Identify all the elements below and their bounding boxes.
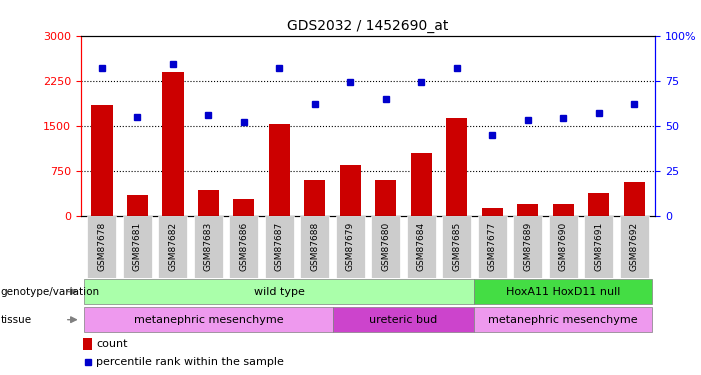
Bar [482,208,503,216]
Text: GSM87684: GSM87684 [417,222,426,271]
Bar [446,118,468,216]
Bar [304,180,325,216]
Text: metanephric mesenchyme: metanephric mesenchyme [489,315,638,325]
Bar [193,216,223,278]
Text: GSM87687: GSM87687 [275,222,284,271]
Text: genotype/variation: genotype/variation [1,286,100,297]
Bar [158,216,187,278]
Text: GSM87685: GSM87685 [452,222,461,271]
Bar [265,216,294,278]
Bar [513,216,543,278]
Text: GSM87681: GSM87681 [133,222,142,271]
Text: GSM87683: GSM87683 [204,222,213,271]
Text: GSM87692: GSM87692 [629,222,639,271]
Bar [336,216,365,278]
Text: GSM87680: GSM87680 [381,222,390,271]
Bar [83,338,92,350]
Text: GSM87688: GSM87688 [311,222,319,271]
Text: wild type: wild type [254,286,305,297]
Text: HoxA11 HoxD11 null: HoxA11 HoxD11 null [506,286,620,297]
Bar [127,195,148,216]
Text: GSM87678: GSM87678 [97,222,107,271]
Text: metanephric mesenchyme: metanephric mesenchyme [133,315,283,325]
Bar [375,180,396,216]
Bar [549,216,578,278]
Bar [411,153,432,216]
Bar [88,216,116,278]
Text: GSM87682: GSM87682 [168,222,177,271]
Bar [407,216,436,278]
Text: tissue: tissue [1,315,32,325]
Bar [91,105,113,216]
Text: GSM87691: GSM87691 [594,222,603,271]
Bar [477,216,507,278]
Bar [584,216,613,278]
Bar [620,216,648,278]
Text: GSM87690: GSM87690 [559,222,568,271]
Title: GDS2032 / 1452690_at: GDS2032 / 1452690_at [287,19,449,33]
Text: ureteric bud: ureteric bud [369,315,437,325]
Bar [552,204,574,216]
Text: count: count [97,339,128,349]
Bar [162,72,184,216]
Bar [198,190,219,216]
Bar [340,165,361,216]
Bar [442,216,471,278]
Text: percentile rank within the sample: percentile rank within the sample [97,357,285,367]
Bar [517,204,538,216]
Bar [475,307,652,332]
Bar [84,307,332,332]
Bar [300,216,329,278]
Bar [623,182,645,216]
Bar [475,279,652,304]
Text: GSM87689: GSM87689 [523,222,532,271]
Bar [332,307,475,332]
Text: GSM87679: GSM87679 [346,222,355,271]
Text: GSM87677: GSM87677 [488,222,497,271]
Bar [123,216,152,278]
Bar [372,216,400,278]
Bar [233,199,254,216]
Text: GSM87686: GSM87686 [239,222,248,271]
Bar [588,194,609,216]
Bar [84,279,475,304]
Bar [268,124,290,216]
Bar [229,216,259,278]
